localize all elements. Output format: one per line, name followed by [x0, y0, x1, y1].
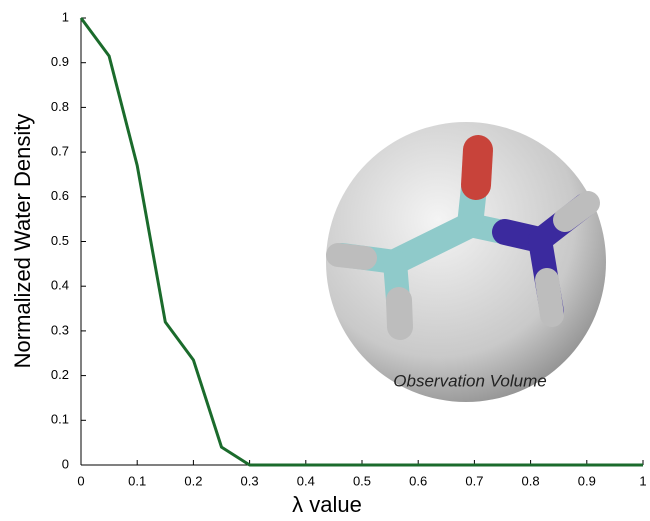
x-tick-label: 0.5 [353, 473, 371, 488]
y-tick-label: 0.3 [51, 322, 69, 337]
y-tick-label: 0.4 [51, 278, 69, 293]
x-tick-label: 0.8 [522, 473, 540, 488]
y-tick-label: 0 [62, 456, 69, 471]
y-tick-label: 0.6 [51, 188, 69, 203]
x-tick-label: 0.6 [409, 473, 427, 488]
y-tick-label: 0.2 [51, 367, 69, 382]
x-tick-label: 0.4 [297, 473, 315, 488]
molecule-illustration [326, 122, 606, 402]
x-tick-label: 0.9 [578, 473, 596, 488]
x-axis-title: λ value [292, 492, 362, 517]
x-tick-label: 0 [77, 473, 84, 488]
y-axis-title: Normalized Water Density [10, 114, 35, 369]
x-tick-label: 0.3 [241, 473, 259, 488]
y-tick-label: 1 [62, 9, 69, 24]
y-tick-label: 0.7 [51, 144, 69, 159]
data-line [79, 17, 643, 467]
y-tick-label: 0.5 [51, 233, 69, 248]
x-tick-label: 1 [639, 473, 646, 488]
x-tick-label: 0.1 [128, 473, 146, 488]
y-tick-label: 0.1 [51, 412, 69, 427]
annotation: Observation Volume [393, 371, 546, 390]
x-tick-label: 0.2 [184, 473, 202, 488]
x-tick-label: 0.7 [465, 473, 483, 488]
y-tick-label: 0.9 [51, 54, 69, 69]
y-tick-label: 0.8 [51, 99, 69, 114]
